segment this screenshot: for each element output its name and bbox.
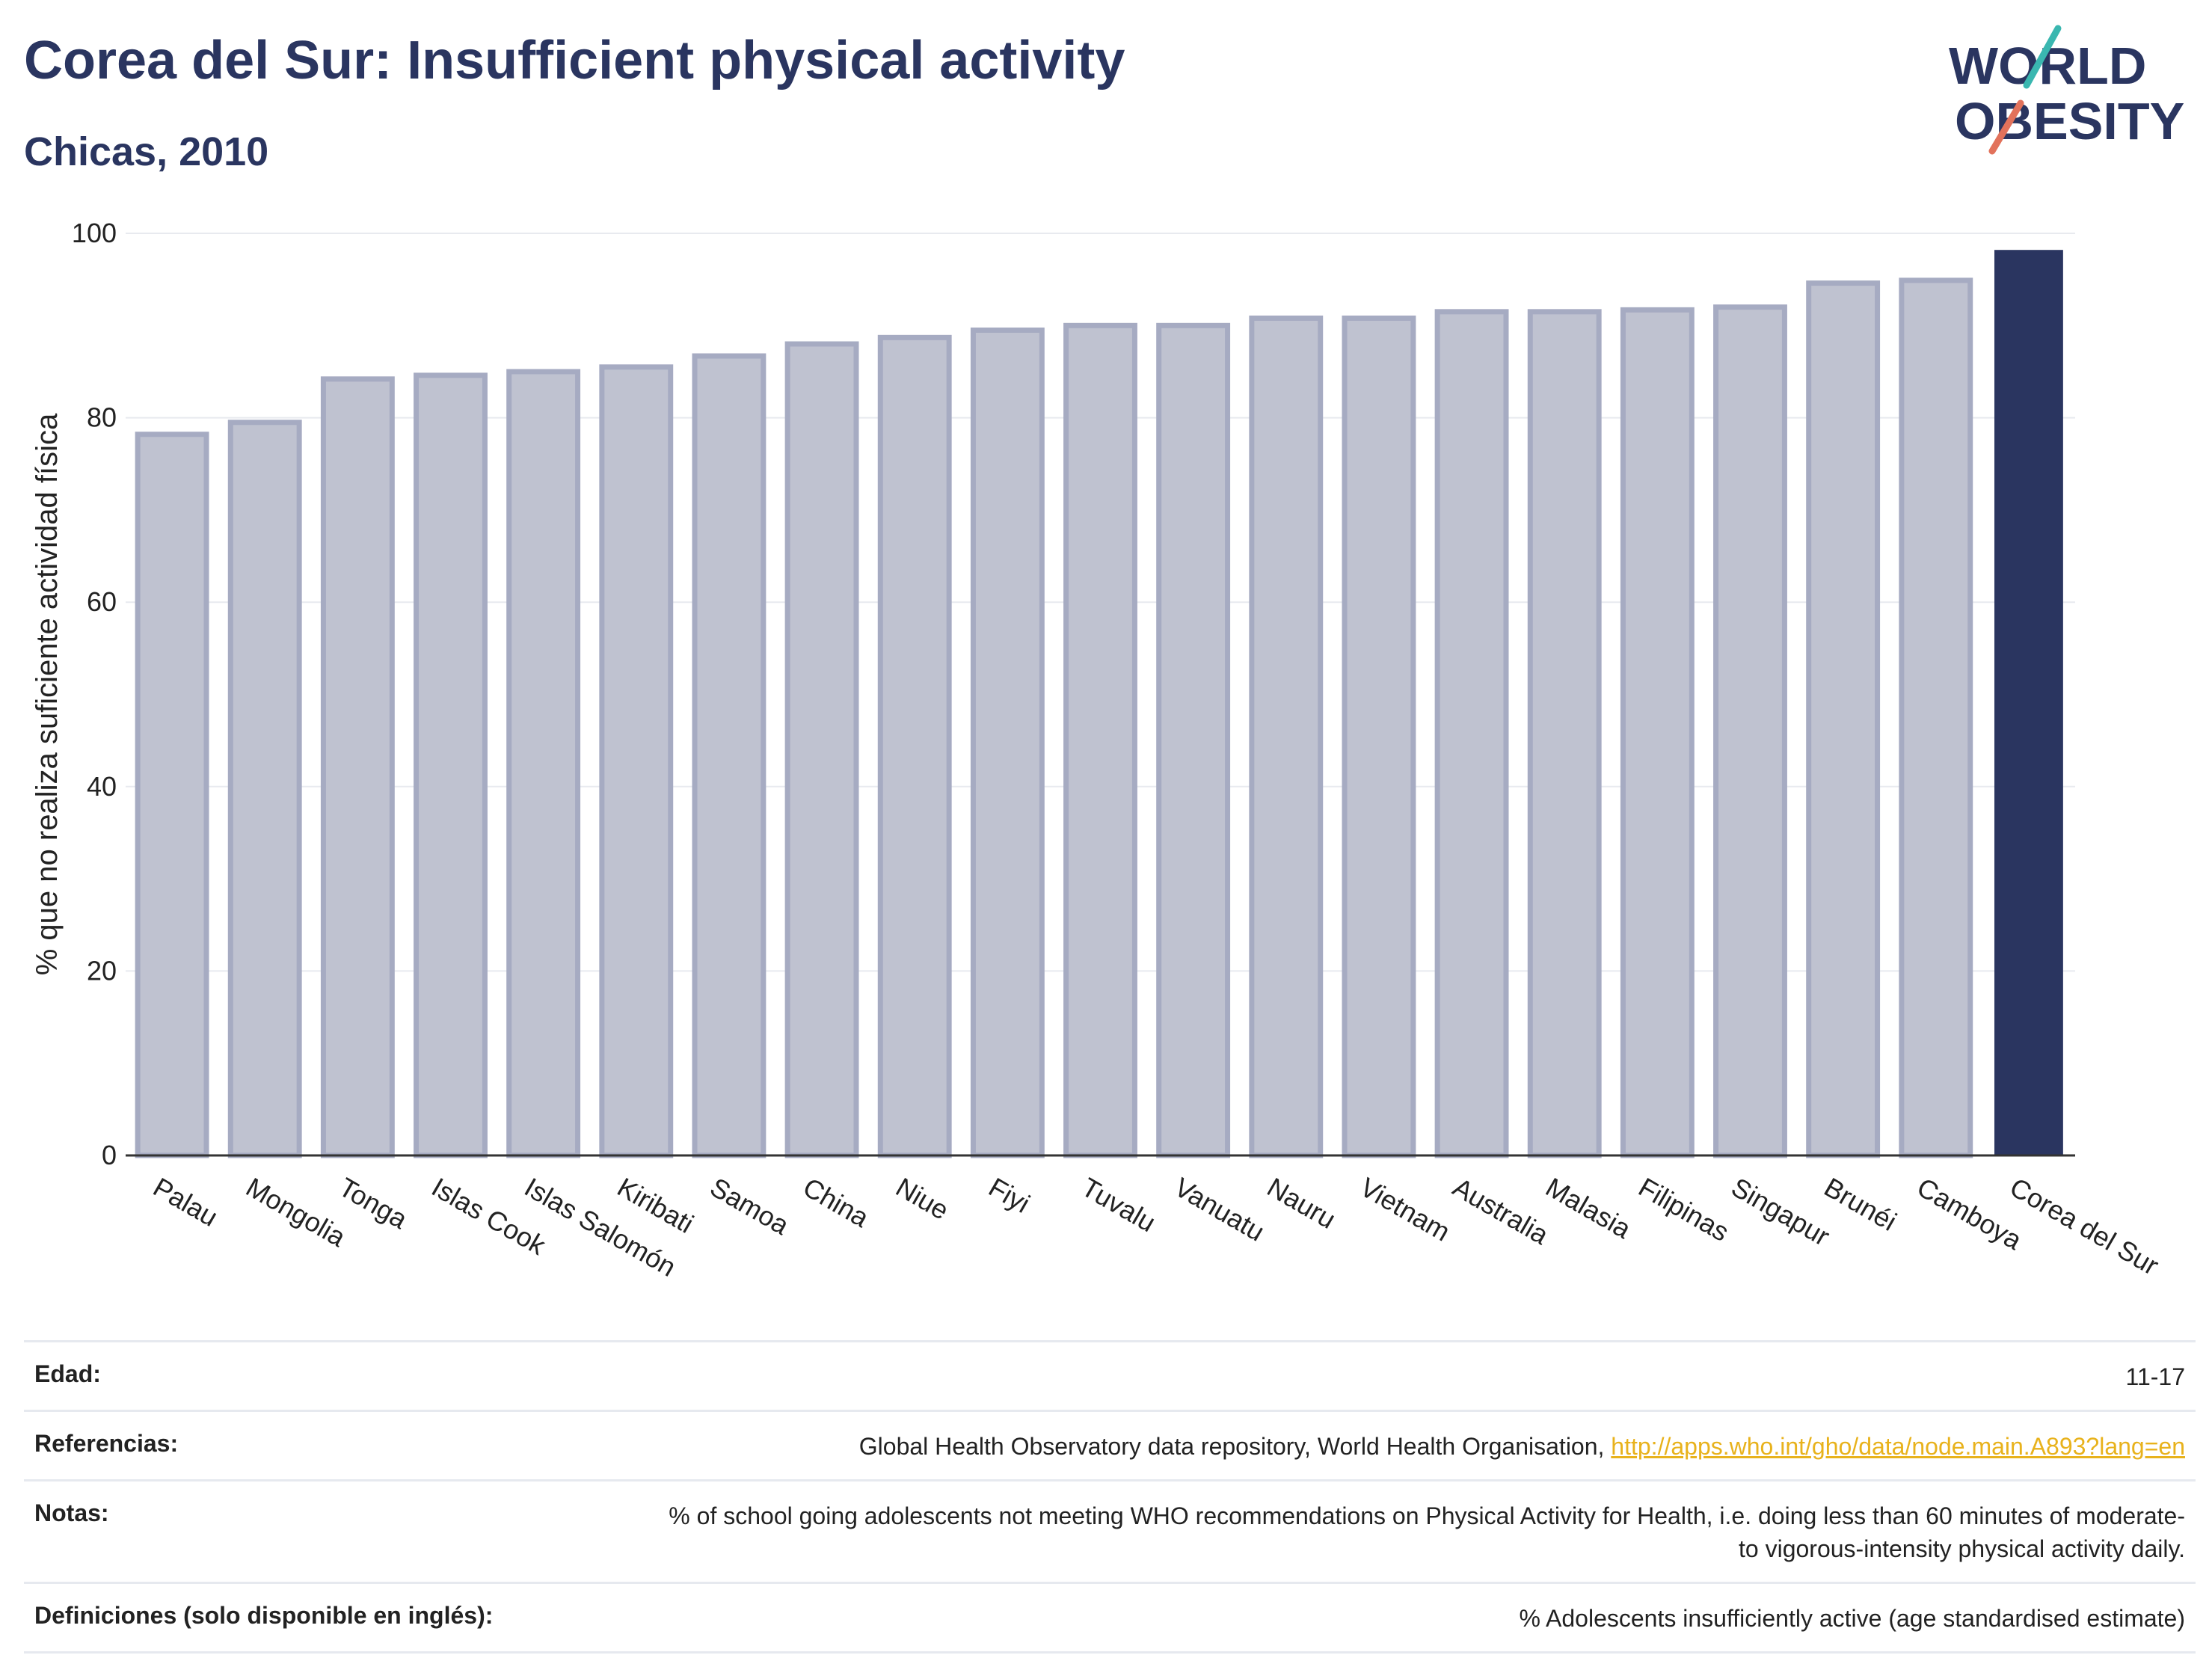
bar-fiyi: [970, 327, 1045, 1158]
y-tick-label: 20: [87, 955, 117, 986]
reference-link[interactable]: http://apps.who.int/gho/data/node.main.A…: [1611, 1433, 2185, 1460]
footer-row-notas: Notas: % of school going adolescents not…: [24, 1479, 2196, 1582]
x-tick-label: Palau: [148, 1171, 223, 1232]
footer-table: Edad: 11-17 Referencias: Global Health O…: [24, 1340, 2196, 1654]
x-tick-label: Corea del Sur: [2005, 1171, 2164, 1281]
x-tick-label: Samoa: [705, 1171, 795, 1241]
y-tick-label: 0: [102, 1140, 117, 1170]
footer-row-definiciones: Definiciones (solo disponible en inglés)…: [24, 1582, 2196, 1654]
footer-label: Referencias:: [34, 1430, 179, 1457]
logo-slash-teal: [2023, 25, 2062, 89]
bar-samoa: [692, 353, 766, 1158]
bar-brunéi: [1806, 280, 1881, 1158]
footer-value: % of school going adolescents not meetin…: [669, 1502, 2185, 1562]
x-tick-label: Mongolia: [241, 1171, 351, 1253]
reference-text: Global Health Observatory data repositor…: [858, 1433, 1612, 1460]
x-tick-label: Fiyi: [983, 1171, 1035, 1219]
bar-filipinas: [1620, 307, 1695, 1158]
x-tick-label: Nauru: [1262, 1171, 1341, 1235]
y-tick-label: 80: [87, 402, 117, 433]
x-tick-label: Vietnam: [1355, 1171, 1455, 1247]
bar-singapur: [1713, 304, 1787, 1158]
footer-value: % Adolescents insufficiently active (age…: [1519, 1605, 2185, 1632]
bar-tonga: [320, 376, 395, 1158]
footer-label: Edad:: [34, 1360, 101, 1387]
bar-malasia: [1527, 309, 1602, 1158]
x-tick-label: Niue: [891, 1171, 954, 1226]
y-tick-label: 40: [87, 771, 117, 802]
bar-vanuatu: [1156, 322, 1231, 1158]
x-tick-label: Tuvalu: [1077, 1171, 1161, 1238]
footer-row-edad: Edad: 11-17: [24, 1340, 2196, 1410]
world-obesity-logo: WORLD OBESITY: [1949, 25, 2184, 155]
bar-chart: 0 20 40 60 80 100 % que no realiza suficiente …: [31, 218, 2164, 1283]
footer-row-referencias: Referencias: Global Health Observatory d…: [24, 1410, 2196, 1479]
y-tick-label: 100: [72, 218, 117, 248]
bar-nauru: [1249, 315, 1324, 1158]
bar-kiribati: [599, 364, 674, 1158]
bar-palau: [135, 432, 209, 1158]
page-subtitle: Chicas, 2010: [24, 129, 269, 174]
footer-value: Global Health Observatory data repositor…: [859, 1430, 2185, 1463]
x-tick-label: Australia: [1448, 1171, 1555, 1250]
x-tick-label: Vanuatu: [1170, 1171, 1270, 1247]
y-tick-label: 60: [87, 586, 117, 617]
logo-line2: OBESITY: [1955, 92, 2184, 150]
y-axis-label: % que no realiza suficiente actividad fí…: [31, 413, 64, 975]
footer-label: Notas:: [34, 1499, 109, 1526]
bar-tuvalu: [1063, 322, 1137, 1158]
bar-niue: [877, 334, 952, 1158]
x-tick-label: Filipinas: [1633, 1171, 1734, 1247]
bar-islas-cook: [414, 372, 488, 1158]
bar-corea-del-sur: [1994, 250, 2063, 1156]
bar-mongolia: [227, 420, 302, 1158]
bar-vietnam: [1342, 315, 1416, 1158]
x-tick-label: Singapur: [1727, 1171, 1835, 1252]
footer-value: 11-17: [2125, 1363, 2185, 1390]
bar-australia: [1434, 309, 1509, 1158]
logo-slash-red: [1988, 99, 2024, 155]
bar-islas-salomón: [506, 369, 581, 1158]
x-tick-label: Camboya: [1912, 1171, 2028, 1256]
x-tick-label: China: [798, 1171, 875, 1233]
page-title: Corea del Sur: Insufficient physical act…: [24, 31, 1125, 90]
bar-china: [784, 341, 859, 1158]
bar-camboya: [1899, 277, 1973, 1158]
x-tick-label: Malasia: [1540, 1171, 1637, 1244]
footer-label: Definiciones (solo disponible en inglés)…: [34, 1602, 494, 1629]
